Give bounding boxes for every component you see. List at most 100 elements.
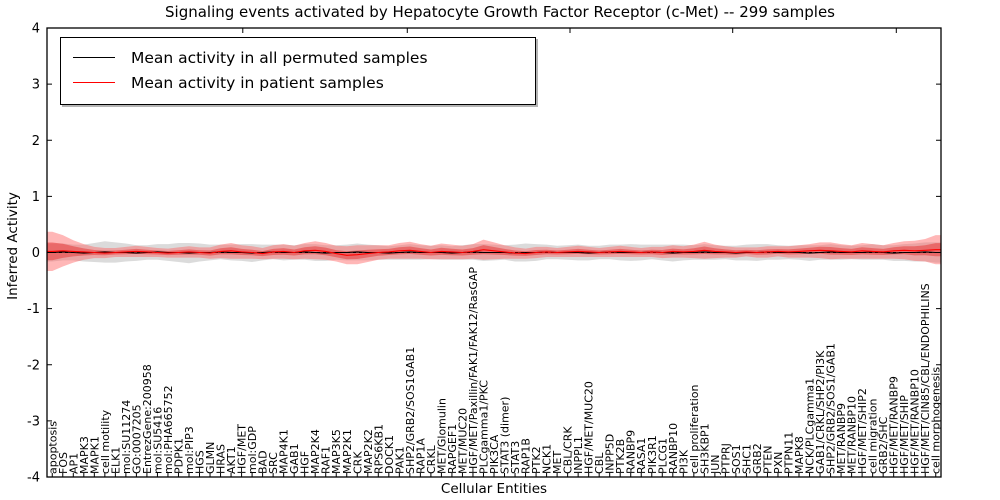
x-tick-label: HGF/MET bbox=[236, 424, 249, 474]
x-tick-label: PTK2 bbox=[530, 446, 543, 474]
y-tick-label: 1 bbox=[32, 190, 40, 205]
x-tick-label: HGF/MET/SHIP bbox=[898, 395, 911, 474]
x-tick-label: MAPK3 bbox=[78, 436, 91, 474]
x-tick-label: HGS bbox=[194, 450, 207, 474]
axes-frame bbox=[46, 27, 942, 478]
x-tick-label: MAPK8 bbox=[793, 436, 806, 474]
x-tick-label: SRC bbox=[267, 452, 280, 474]
chart-title: Signaling events activated by Hepatocyte… bbox=[165, 3, 835, 21]
x-tick-label: cell motility bbox=[99, 409, 112, 474]
x-tick-label: CRK bbox=[351, 451, 364, 474]
x-tick-label: PIK3CA bbox=[488, 434, 501, 474]
x-tick-label: INPPL1 bbox=[572, 436, 585, 474]
x-tick-label: mol:GDP bbox=[246, 426, 259, 474]
x-tick-label: GRB2/SHC bbox=[877, 416, 890, 474]
y-tick-label: 0 bbox=[32, 246, 40, 261]
x-tick-label: GRB2 bbox=[751, 443, 764, 474]
y-tick-label: -2 bbox=[27, 358, 40, 373]
y-tick-label: 3 bbox=[32, 78, 40, 93]
x-tick-label: GLMN bbox=[204, 442, 217, 474]
y-tick-label: 4 bbox=[32, 22, 40, 37]
x-tick-label: PAK1 bbox=[393, 446, 406, 474]
x-tick-label: HGF/MET/RANBP9 bbox=[888, 376, 901, 474]
x-tick-label: SHP2/GRB2/SOS1/GAB1 bbox=[825, 343, 838, 474]
x-tick-label: PDPK1 bbox=[173, 438, 186, 474]
x-tick-label: SHC1 bbox=[740, 444, 753, 474]
x-tick-label: GAB1/CRKL/SHP2/PI3K bbox=[814, 350, 827, 474]
patient-line-sample-icon bbox=[73, 82, 115, 83]
x-tick-label: SH3KBP1 bbox=[698, 423, 711, 474]
x-tick-label: cell proliferation bbox=[688, 384, 701, 474]
x-tick-label: AP1 bbox=[67, 453, 80, 474]
x-tick-label: HRAS bbox=[215, 444, 228, 474]
x-tick-label: DOCK1 bbox=[383, 435, 396, 474]
x-tick-label: STAT3 (dimer) bbox=[499, 397, 512, 474]
y-tick-label: 2 bbox=[32, 134, 40, 149]
x-tick-label: AKT1 bbox=[225, 446, 238, 474]
x-tick-label: NCK/PLCgamma1 bbox=[804, 378, 817, 474]
x-tick-label: HGF bbox=[299, 451, 312, 474]
x-tick-label: MET bbox=[551, 451, 564, 474]
x-tick-label: HGF/MET/Paxillin/FAK1/FAK12/RasGAP bbox=[467, 267, 480, 474]
x-tick-label: CBL/CRK bbox=[562, 426, 575, 474]
legend-label-patient: Mean activity in patient samples bbox=[131, 73, 384, 92]
legend-label-permuted: Mean activity in all permuted samples bbox=[131, 48, 428, 67]
x-tick-label: PTPN11 bbox=[783, 432, 796, 474]
x-tick-label: RASA1 bbox=[635, 438, 648, 474]
legend-item-patient: Mean activity in patient samples bbox=[73, 70, 525, 95]
x-tick-label: ELK1 bbox=[109, 447, 122, 474]
x-tick-label: MAP2K1 bbox=[341, 429, 354, 474]
x-tick-label: EntrezGene:200958 bbox=[141, 364, 154, 474]
x-tick-label: RPS6KB1 bbox=[372, 424, 385, 474]
x-tick-label: MAP4K1 bbox=[278, 429, 291, 474]
patient-mean-line bbox=[47, 249, 941, 256]
y-tick-label: -3 bbox=[27, 414, 40, 429]
x-tick-label: RAF1 bbox=[320, 446, 333, 474]
x-tick-label: PTEN bbox=[762, 445, 775, 474]
x-axis-label: Cellular Entities bbox=[440, 481, 548, 497]
x-tick-label: HGF/MET/SHIP2 bbox=[856, 388, 869, 474]
x-tick-label: FOS bbox=[57, 452, 70, 474]
y-tick-label: -4 bbox=[27, 471, 40, 486]
x-tick-label: RAPGEF1 bbox=[446, 424, 459, 474]
x-tick-label: SHP2/GRB2/SOS1GAB1 bbox=[404, 347, 417, 474]
x-tick-label: CBL bbox=[593, 452, 606, 474]
x-tick-label: JUN bbox=[709, 454, 722, 475]
x-tick-label: PLCG1 bbox=[656, 438, 669, 474]
x-tick-label: MAPK1 bbox=[88, 436, 101, 474]
x-tick-label: PXN bbox=[772, 452, 785, 474]
legend-item-permuted: Mean activity in all permuted samples bbox=[73, 45, 525, 70]
x-tick-label: cell migration bbox=[867, 398, 880, 474]
x-tick-label: HGF/MET/MUC20 bbox=[583, 381, 596, 474]
x-tick-label: HGF/MET/RANBP10 bbox=[909, 369, 922, 474]
x-tick-label: mol:SU5416 bbox=[151, 407, 164, 474]
x-tick-label: PTK2B bbox=[614, 439, 627, 474]
x-tick-label: BAD bbox=[257, 450, 270, 474]
x-tick-label: mol:SU11274 bbox=[120, 400, 133, 474]
x-tick-label: MET/Glomulin bbox=[435, 398, 448, 474]
x-tick-label: HGF/MET/CIN85/CBL/ENDOPHILINS bbox=[919, 283, 932, 474]
x-tick-label: PI3K bbox=[677, 449, 690, 474]
y-axis-label: Inferred Activity bbox=[5, 192, 21, 300]
permuted-line-sample-icon bbox=[73, 57, 115, 58]
x-tick-label: RAP1B bbox=[520, 438, 533, 474]
x-tick-label: MET/MUC20 bbox=[456, 408, 469, 474]
legend: Mean activity in all permuted samples Me… bbox=[60, 37, 536, 105]
x-tick-label: INPP5D bbox=[604, 434, 617, 474]
x-tick-label: NCK1 bbox=[541, 444, 554, 474]
x-tick-label: cell morphogenesis bbox=[930, 367, 943, 474]
x-tick-label: MAP2K4 bbox=[309, 429, 322, 474]
x-tick-label: CRKL bbox=[425, 444, 438, 474]
x-tick-label: SOS1 bbox=[730, 444, 743, 474]
x-tick-label: RAP1A bbox=[414, 438, 427, 474]
x-tick-label: STAT3 bbox=[509, 441, 522, 474]
x-tick-label: MET/RANBP9 bbox=[835, 403, 848, 474]
x-tick-label: GAB1 bbox=[288, 443, 301, 474]
x-tick-label: GO:0007205 bbox=[130, 404, 143, 474]
x-tick-label: MAP3K5 bbox=[330, 429, 343, 474]
y-tick-label: -1 bbox=[27, 302, 40, 317]
x-tick-label: RANBP9 bbox=[625, 430, 638, 474]
x-tick-label: PIK3R1 bbox=[646, 435, 659, 474]
